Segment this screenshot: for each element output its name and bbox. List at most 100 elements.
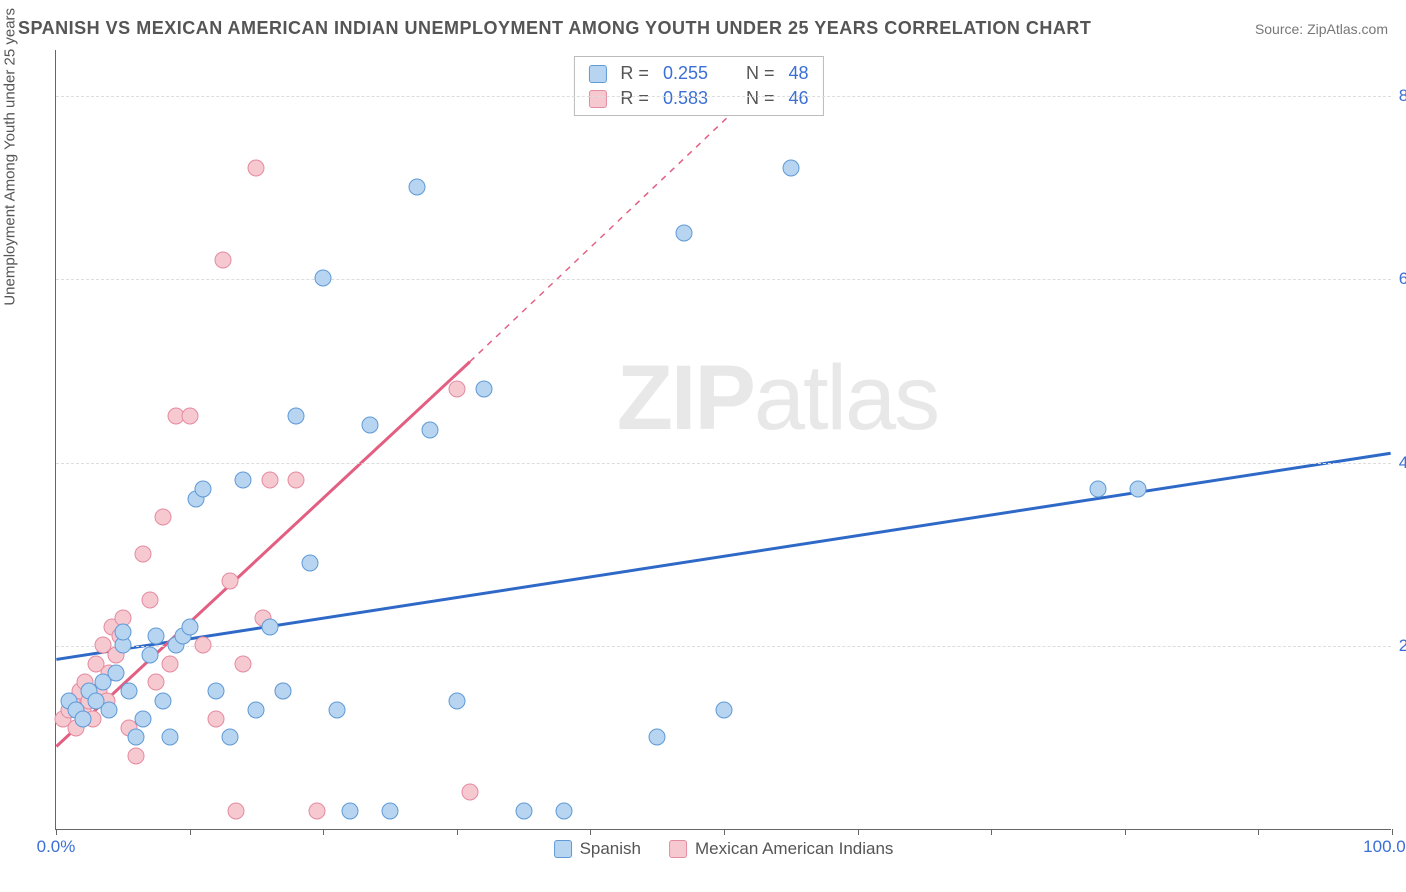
data-point-spanish — [121, 683, 138, 700]
data-point-mexican — [215, 252, 232, 269]
data-point-spanish — [208, 683, 225, 700]
data-point-mexican — [141, 591, 158, 608]
data-point-spanish — [114, 623, 131, 640]
data-point-mexican — [248, 160, 265, 177]
data-point-mexican — [148, 674, 165, 691]
swatch-mexican — [588, 90, 606, 108]
x-tick — [724, 829, 725, 835]
legend-item-spanish: Spanish — [554, 839, 641, 859]
data-point-spanish — [221, 729, 238, 746]
data-point-mexican — [128, 747, 145, 764]
chart-title: SPANISH VS MEXICAN AMERICAN INDIAN UNEMP… — [18, 18, 1091, 39]
legend-item-mexican: Mexican American Indians — [669, 839, 893, 859]
data-point-spanish — [261, 619, 278, 636]
data-point-spanish — [301, 554, 318, 571]
series-legend: Spanish Mexican American Indians — [554, 839, 894, 859]
source-label: Source: ZipAtlas.com — [1255, 21, 1388, 37]
r-value-spanish: 0.255 — [663, 63, 708, 84]
data-point-spanish — [408, 178, 425, 195]
data-point-spanish — [128, 729, 145, 746]
data-point-spanish — [148, 628, 165, 645]
r-value-mexican: 0.583 — [663, 88, 708, 109]
data-point-spanish — [154, 692, 171, 709]
data-point-spanish — [74, 710, 91, 727]
stats-row-mexican: R = 0.583 N = 46 — [588, 86, 808, 111]
gridline — [56, 279, 1391, 280]
data-point-spanish — [194, 481, 211, 498]
legend-label-mexican: Mexican American Indians — [695, 839, 893, 859]
data-point-spanish — [382, 802, 399, 819]
x-tick-label: 100.0% — [1363, 837, 1406, 857]
data-point-spanish — [134, 710, 151, 727]
data-point-mexican — [462, 784, 479, 801]
data-point-spanish — [328, 701, 345, 718]
data-point-spanish — [315, 270, 332, 287]
data-point-spanish — [1130, 481, 1147, 498]
data-point-spanish — [181, 619, 198, 636]
x-tick — [1125, 829, 1126, 835]
x-tick — [1392, 829, 1393, 835]
y-tick-label: 60.0% — [1399, 269, 1406, 289]
data-point-spanish — [141, 646, 158, 663]
x-tick — [1258, 829, 1259, 835]
data-point-spanish — [101, 701, 118, 718]
swatch-spanish — [554, 840, 572, 858]
data-point-mexican — [181, 408, 198, 425]
data-point-spanish — [422, 421, 439, 438]
data-point-mexican — [448, 380, 465, 397]
data-point-mexican — [134, 545, 151, 562]
watermark: ZIPatlas — [617, 346, 938, 451]
swatch-spanish — [588, 65, 606, 83]
data-point-spanish — [361, 417, 378, 434]
data-point-mexican — [221, 573, 238, 590]
data-point-mexican — [261, 472, 278, 489]
data-point-mexican — [161, 655, 178, 672]
gridline — [56, 96, 1391, 97]
y-tick-label: 40.0% — [1399, 453, 1406, 473]
gridline — [56, 646, 1391, 647]
data-point-mexican — [154, 509, 171, 526]
data-point-spanish — [716, 701, 733, 718]
data-point-spanish — [448, 692, 465, 709]
stats-legend: R = 0.255 N = 48 R = 0.583 N = 46 — [573, 56, 823, 116]
title-bar: SPANISH VS MEXICAN AMERICAN INDIAN UNEMP… — [18, 18, 1388, 39]
plot-area: ZIPatlas R = 0.255 N = 48 R = 0.583 N = … — [55, 50, 1391, 830]
y-tick-label: 20.0% — [1399, 636, 1406, 656]
data-point-mexican — [194, 637, 211, 654]
x-tick — [323, 829, 324, 835]
data-point-spanish — [1090, 481, 1107, 498]
data-point-spanish — [515, 802, 532, 819]
data-point-spanish — [161, 729, 178, 746]
data-point-spanish — [108, 665, 125, 682]
data-point-spanish — [288, 408, 305, 425]
x-tick — [858, 829, 859, 835]
data-point-spanish — [475, 380, 492, 397]
stats-row-spanish: R = 0.255 N = 48 — [588, 61, 808, 86]
data-point-mexican — [235, 655, 252, 672]
n-value-spanish: 48 — [789, 63, 809, 84]
x-tick — [190, 829, 191, 835]
swatch-mexican — [669, 840, 687, 858]
gridline — [56, 463, 1391, 464]
data-point-spanish — [675, 224, 692, 241]
data-point-spanish — [275, 683, 292, 700]
x-tick — [56, 829, 57, 835]
x-tick-label: 0.0% — [37, 837, 76, 857]
data-point-spanish — [782, 160, 799, 177]
data-point-spanish — [248, 701, 265, 718]
legend-label-spanish: Spanish — [580, 839, 641, 859]
data-point-mexican — [308, 802, 325, 819]
data-point-spanish — [555, 802, 572, 819]
x-tick — [590, 829, 591, 835]
data-point-mexican — [228, 802, 245, 819]
data-point-spanish — [649, 729, 666, 746]
data-point-mexican — [288, 472, 305, 489]
data-point-mexican — [208, 710, 225, 727]
n-value-mexican: 46 — [789, 88, 809, 109]
data-point-spanish — [341, 802, 358, 819]
x-tick — [457, 829, 458, 835]
y-axis-label: Unemployment Among Youth under 25 years — [2, 8, 19, 306]
data-point-spanish — [235, 472, 252, 489]
y-tick-label: 80.0% — [1399, 86, 1406, 106]
x-tick — [991, 829, 992, 835]
